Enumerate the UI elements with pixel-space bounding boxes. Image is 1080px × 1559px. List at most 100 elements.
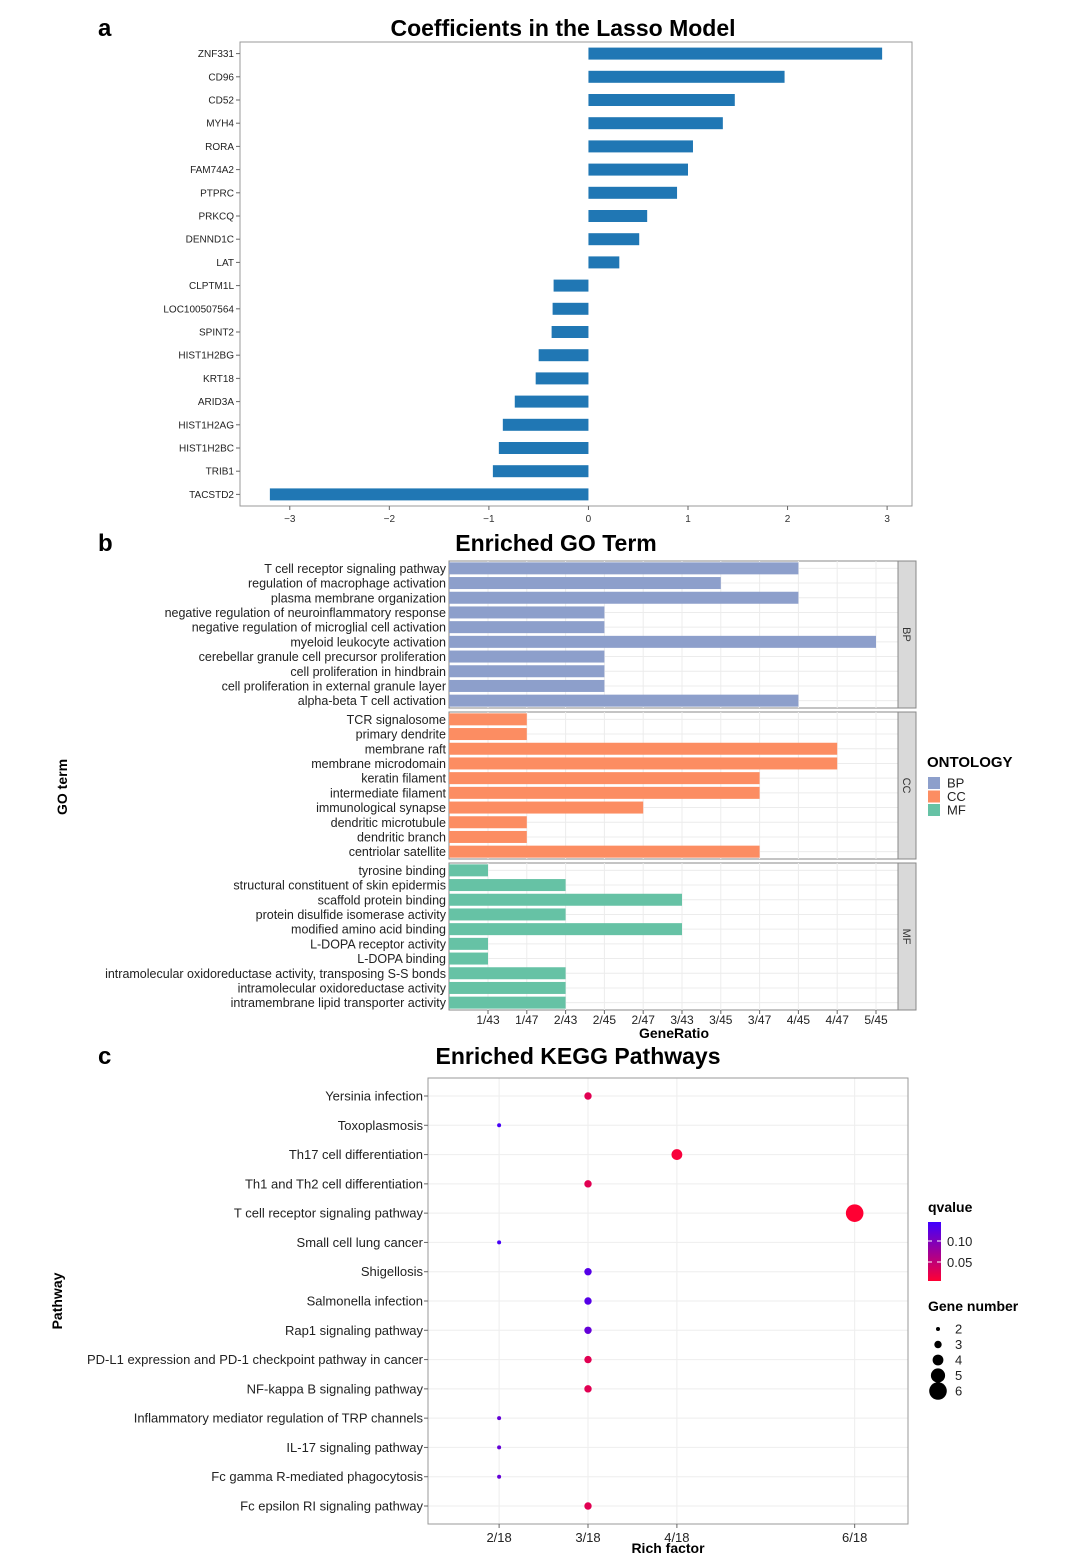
x-tick-label: 2/43 bbox=[554, 1013, 578, 1027]
size-legend-dot bbox=[932, 1354, 944, 1366]
panel-c-points bbox=[497, 1092, 864, 1510]
bar bbox=[498, 442, 589, 454]
bubble bbox=[584, 1385, 592, 1393]
x-tick-label: −2 bbox=[384, 514, 396, 525]
bar bbox=[449, 694, 799, 707]
y-tick-label: immunological synapse bbox=[316, 801, 446, 815]
bubble bbox=[671, 1149, 683, 1160]
bar bbox=[588, 70, 785, 83]
bar bbox=[502, 418, 589, 431]
bar bbox=[449, 845, 760, 858]
y-tick-label: L-DOPA binding bbox=[357, 952, 446, 966]
bar bbox=[588, 186, 678, 199]
y-tick-label: keratin filament bbox=[361, 772, 446, 786]
bar bbox=[538, 349, 589, 362]
panel-b-label: b bbox=[98, 530, 113, 557]
x-tick-label: 2/18 bbox=[486, 1530, 511, 1545]
y-tick-label: TACSTD2 bbox=[189, 490, 234, 501]
bar bbox=[449, 772, 760, 785]
y-tick-label: modified amino acid binding bbox=[291, 923, 446, 937]
x-tick-label: 1/47 bbox=[515, 1013, 539, 1027]
size-legend-label: 4 bbox=[955, 1353, 962, 1368]
panel-b-xticks: 1/43 1/47 2/43 2/45 2/47 3/43 3/45 3/47 4/45 4/47… bbox=[476, 1010, 888, 1027]
size-legend-label: 3 bbox=[955, 1337, 962, 1352]
y-tick-label: CLPTM1L bbox=[189, 281, 234, 292]
bar bbox=[552, 302, 589, 315]
panel-a: a Coefficients in the Lasso Model ZNF331… bbox=[98, 15, 913, 525]
bubble bbox=[584, 1326, 592, 1334]
bar bbox=[449, 606, 605, 619]
bar bbox=[449, 923, 682, 936]
y-tick-label: membrane microdomain bbox=[311, 757, 446, 771]
bar bbox=[449, 908, 566, 921]
panel-c-ylabels: Yersinia infection Toxoplasmosis Th17 cell… bbox=[87, 1089, 428, 1514]
bar bbox=[449, 728, 527, 741]
panel-a-label: a bbox=[98, 15, 112, 42]
bar bbox=[588, 210, 648, 222]
bar bbox=[449, 879, 566, 892]
y-tick-label: HIST1H2AG bbox=[178, 420, 234, 431]
y-tick-label: LAT bbox=[216, 258, 234, 269]
size-legend-dot bbox=[929, 1382, 947, 1400]
panel-a-grid bbox=[240, 42, 912, 506]
size-legend-title: Gene number bbox=[928, 1298, 1019, 1314]
y-tick-label: MYH4 bbox=[206, 119, 234, 130]
y-tick-label: ZNF331 bbox=[198, 49, 235, 60]
y-tick-label: regulation of macrophage activation bbox=[248, 577, 446, 591]
bubble bbox=[584, 1355, 592, 1364]
bar bbox=[553, 279, 589, 292]
y-tick-label: PRKCQ bbox=[198, 212, 234, 223]
bar bbox=[449, 665, 605, 678]
panel-a-bars bbox=[269, 47, 883, 501]
size-legend-dot bbox=[934, 1340, 942, 1349]
x-tick-label: 5/45 bbox=[864, 1013, 888, 1027]
y-tick-label: scaffold protein binding bbox=[318, 893, 446, 907]
bar bbox=[588, 94, 735, 106]
y-tick-label: TRIB1 bbox=[206, 467, 235, 478]
bar bbox=[449, 996, 566, 1009]
y-tick-label: Yersinia infection bbox=[325, 1089, 423, 1104]
y-tick-label: TCR signalosome bbox=[347, 713, 446, 727]
panel-b-legend-title: ONTOLOGY bbox=[927, 754, 1013, 771]
y-tick-label: Shigellosis bbox=[361, 1264, 424, 1279]
bar bbox=[449, 816, 527, 829]
y-tick-label: structural constituent of skin epidermis bbox=[233, 879, 446, 893]
y-tick-label: cell proliferation in external granule l… bbox=[222, 679, 446, 693]
y-tick-label: tyrosine binding bbox=[358, 864, 446, 878]
panel-c-label: c bbox=[98, 1043, 111, 1070]
x-tick-label: 2/45 bbox=[593, 1013, 617, 1027]
bar bbox=[449, 650, 605, 663]
facet-strip-label: BP bbox=[900, 627, 912, 642]
y-tick-label: IL-17 signaling pathway bbox=[286, 1440, 423, 1455]
y-tick-label: Fc epsilon RI signaling pathway bbox=[240, 1499, 423, 1514]
bar bbox=[449, 830, 527, 843]
bar bbox=[269, 488, 589, 501]
x-tick-label: 4/47 bbox=[826, 1013, 850, 1027]
bar bbox=[588, 140, 693, 153]
panel-a-ylabels: ZNF331 CD96 CD52 MYH4 RORA FAM74A2 PTPRC PRKCQ D… bbox=[163, 49, 240, 501]
y-tick-label: CD52 bbox=[208, 96, 234, 107]
bubble bbox=[845, 1204, 864, 1222]
bar bbox=[449, 679, 605, 692]
y-tick-label: DENND1C bbox=[186, 235, 234, 246]
bar bbox=[492, 465, 589, 478]
qvalue-colorbar bbox=[928, 1222, 941, 1281]
size-legend-label: 2 bbox=[955, 1322, 962, 1337]
y-tick-label: Th1 and Th2 cell differentiation bbox=[245, 1176, 423, 1191]
panel-b: b Enriched GO Term T cell receptor signa… bbox=[54, 530, 1013, 1041]
x-tick-label: 0 bbox=[586, 514, 592, 525]
x-tick-label: 2/47 bbox=[632, 1013, 656, 1027]
y-tick-label: KRT18 bbox=[203, 374, 234, 385]
y-tick-label: Toxoplasmosis bbox=[338, 1118, 424, 1133]
legend-swatch bbox=[928, 790, 940, 803]
x-tick-label: −1 bbox=[483, 514, 495, 525]
bar bbox=[449, 967, 566, 980]
panel-c: c Enriched KEGG Pathways Yersinia infect… bbox=[49, 1043, 1019, 1556]
facet-strip bbox=[897, 560, 917, 709]
bar bbox=[449, 562, 799, 575]
